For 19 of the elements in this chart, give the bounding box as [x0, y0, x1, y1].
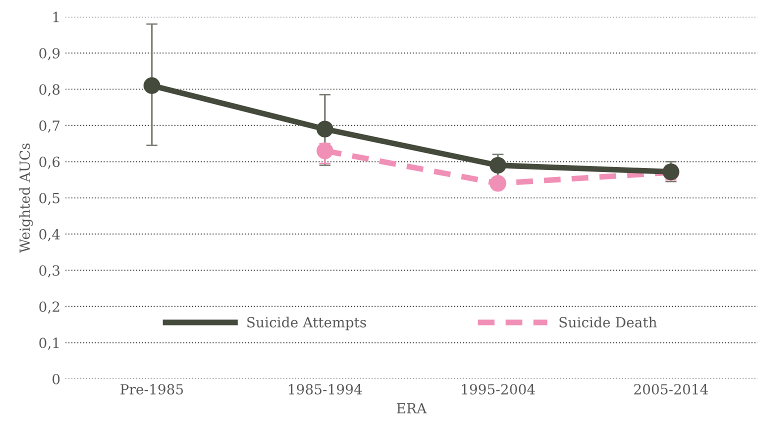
y-tick-label: 1	[53, 12, 59, 22]
x-tick-label: Pre-1985	[120, 384, 183, 395]
y-tick-label: 0,8	[39, 84, 60, 96]
y-tick-label: 0,1	[39, 338, 59, 350]
x-tick-label: 2005-2014	[634, 384, 708, 395]
x-axis-title: ERA	[396, 403, 427, 414]
y-tick-label: 0,9	[39, 48, 60, 60]
x-tick-label: 1985-1994	[288, 384, 362, 395]
y-tick-label: 0,5	[39, 192, 60, 206]
y-tick-label: 0,4	[39, 229, 60, 242]
y-tick-label: 0,3	[39, 265, 60, 278]
y-tick-label: 0,6	[39, 156, 60, 169]
y-tick-label: 0	[52, 374, 60, 384]
y-tick-label: 0,7	[39, 120, 60, 133]
legend-label: Suicide Death	[560, 316, 657, 328]
y-axis-title: Weighted AUCs	[19, 143, 33, 253]
x-tick-label: 1995-2004	[462, 384, 535, 395]
y-tick-label: 0,2	[39, 301, 60, 314]
legend-label: Suicide Attempts	[247, 316, 366, 330]
